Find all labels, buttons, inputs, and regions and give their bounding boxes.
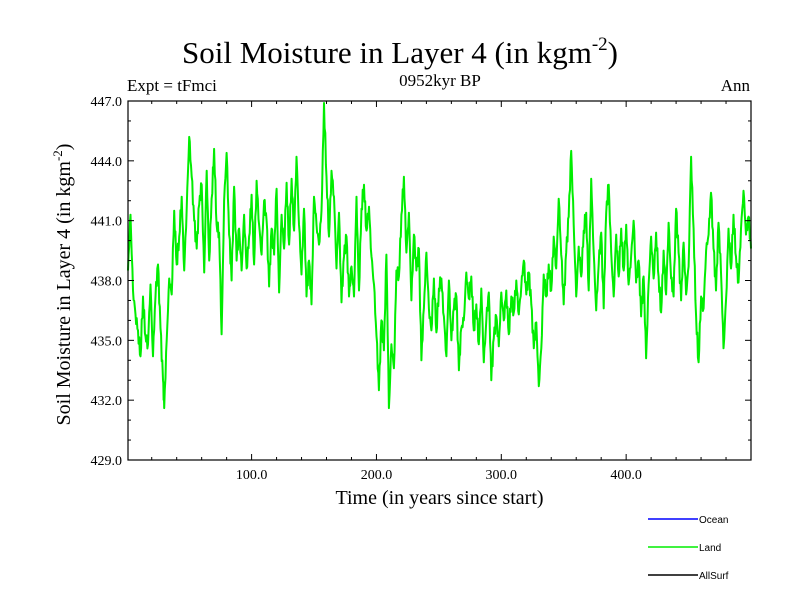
legend-label-ocean: Ocean	[699, 515, 728, 526]
chart-title-superscript: -2	[591, 34, 608, 55]
period-label: 0952kyr BP	[399, 71, 481, 90]
legend-label-allsurf: AllSurf	[699, 571, 729, 582]
x-tick-label: 400.0	[610, 468, 642, 483]
y-tick-label: 432.0	[91, 394, 123, 409]
x-tick-label: 200.0	[361, 468, 393, 483]
chart-title-main: Soil Moisture in Layer 4 (in kgm	[182, 35, 592, 70]
series-line-land	[127, 102, 752, 410]
legend: Ocean Land AllSurf	[648, 515, 729, 582]
y-tick-label: 447.0	[91, 95, 123, 110]
x-tick-label: 100.0	[236, 468, 268, 483]
experiment-label: Expt = tFmci	[127, 76, 217, 95]
x-axis-label: Time (in years since start)	[335, 487, 543, 509]
legend-label-land: Land	[699, 543, 721, 554]
plot-area	[127, 102, 752, 410]
chart-title-end: )	[607, 35, 618, 70]
y-tick-label: 429.0	[91, 454, 123, 469]
x-tick-label: 300.0	[486, 468, 518, 483]
axes: 429.0 432.0 435.0 438.0 441.0 444.0 447.0 100.0…	[50, 95, 752, 509]
y-axis-label: Soil Moisture in Layer 4 (in kgm-2)	[50, 144, 75, 426]
y-tick-label: 435.0	[91, 334, 123, 349]
y-tick-label: 438.0	[91, 275, 123, 290]
y-tick-label: 441.0	[91, 215, 123, 230]
season-label: Ann	[720, 76, 750, 95]
y-tick-label: 444.0	[91, 155, 123, 170]
chart-title: Soil Moisture in Layer 4 (in kgm-2)	[0, 34, 800, 71]
